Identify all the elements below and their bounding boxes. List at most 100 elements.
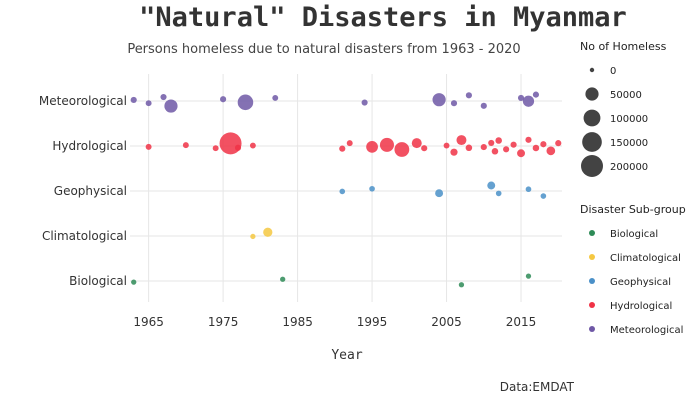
point-hydrological-10 (394, 142, 410, 157)
y-tick-label-climatological: Climatological (42, 229, 127, 243)
point-meteorological-4 (220, 96, 227, 103)
point-meteorological-2 (160, 93, 167, 101)
size-legend-label-1: 50000 (610, 90, 642, 101)
point-hydrological-17 (480, 144, 487, 151)
caption: Data:EMDAT (500, 380, 575, 394)
point-hydrological-5 (249, 142, 256, 149)
color-legend-label-biological: Biological (610, 229, 658, 240)
point-meteorological-10 (465, 92, 472, 99)
point-biological-3 (525, 273, 532, 279)
x-tick-label-1985: 1985 (282, 315, 313, 329)
point-meteorological-11 (480, 102, 487, 109)
point-hydrological-26 (540, 141, 547, 148)
point-hydrological-19 (491, 148, 499, 155)
point-hydrological-22 (510, 141, 517, 148)
point-meteorological-9 (450, 100, 458, 107)
y-tick-label-geophysical: Geophysical (54, 184, 127, 198)
point-hydrological-23 (517, 149, 525, 158)
x-tick-label-1975: 1975 (208, 315, 239, 329)
point-meteorological-7 (361, 99, 368, 106)
point-climatological-1 (263, 227, 273, 237)
size-legend: No of Homeless 0 50000 100000 150000 200000 (580, 40, 667, 177)
color-legend-key-meteorological (589, 326, 595, 332)
point-biological-0 (131, 279, 137, 285)
point-hydrological-27 (546, 146, 556, 156)
point-biological-2 (458, 282, 465, 288)
color-legend-key-hydrological (589, 302, 595, 308)
color-legend: Disaster Sub-group Biological Climatologi… (580, 203, 686, 336)
size-legend-label-3: 150000 (610, 138, 648, 149)
x-axis-title: Year (331, 348, 362, 363)
size-legend-label-4: 200000 (610, 162, 648, 173)
y-tick-label-biological: Biological (69, 274, 127, 288)
size-legend-key-1 (585, 87, 599, 101)
point-hydrological-24 (525, 136, 532, 143)
point-hydrological-7 (346, 140, 353, 147)
point-geophysical-4 (495, 190, 502, 197)
point-geophysical-2 (435, 189, 444, 198)
point-climatological-0 (250, 233, 256, 240)
point-hydrological-13 (443, 142, 450, 149)
point-hydrological-28 (555, 140, 562, 147)
point-hydrological-0 (145, 143, 152, 150)
point-meteorological-14 (532, 91, 540, 98)
point-hydrological-25 (532, 144, 540, 152)
data-points (130, 91, 562, 288)
point-hydrological-1 (182, 142, 189, 149)
x-tick-label-2005: 2005 (431, 315, 462, 329)
point-hydrological-11 (411, 138, 422, 149)
size-legend-key-4 (581, 155, 603, 177)
point-geophysical-3 (487, 181, 496, 190)
x-tick-label-1965: 1965 (133, 315, 164, 329)
chart-subtitle: Persons homeless due to natural disaster… (127, 42, 520, 57)
axis-ticks: Biological Climatological Geophysical Hydro… (39, 94, 536, 329)
point-geophysical-6 (540, 193, 547, 199)
point-hydrological-12 (421, 145, 428, 152)
size-legend-key-0 (589, 67, 595, 73)
point-meteorological-12 (517, 94, 525, 101)
color-legend-title: Disaster Sub-group (580, 203, 686, 216)
point-hydrological-2 (212, 145, 219, 152)
point-hydrological-9 (379, 137, 394, 152)
point-meteorological-8 (432, 93, 446, 107)
y-tick-label-hydrological: Hydrological (52, 139, 127, 153)
point-hydrological-6 (339, 145, 346, 152)
point-hydrological-20 (495, 137, 502, 144)
color-legend-key-climatological (589, 254, 595, 260)
point-biological-1 (280, 276, 286, 282)
point-hydrological-3 (219, 132, 242, 155)
point-meteorological-3 (164, 99, 178, 113)
size-legend-title: No of Homeless (580, 40, 667, 53)
point-meteorological-13 (522, 95, 535, 107)
chart-title: "Natural" Disasters in Myanmar (139, 2, 627, 33)
color-legend-label-geophysical: Geophysical (610, 277, 671, 288)
point-geophysical-0 (339, 188, 346, 195)
point-hydrological-21 (503, 146, 510, 153)
x-tick-label-1995: 1995 (357, 315, 388, 329)
size-legend-key-3 (582, 132, 602, 152)
point-meteorological-5 (237, 94, 254, 111)
point-geophysical-1 (369, 185, 375, 192)
x-tick-label-2015: 2015 (506, 315, 537, 329)
point-meteorological-1 (145, 100, 152, 107)
point-hydrological-16 (465, 144, 473, 152)
point-hydrological-15 (456, 135, 467, 146)
grid (130, 74, 562, 302)
color-legend-key-geophysical (589, 278, 595, 284)
color-legend-label-hydrological: Hydrological (610, 301, 672, 312)
point-meteorological-6 (272, 94, 279, 101)
color-legend-label-meteorological: Meteorological (610, 325, 683, 336)
point-hydrological-14 (450, 148, 458, 156)
size-legend-label-0: 0 (610, 66, 616, 77)
point-hydrological-4 (234, 144, 242, 151)
point-hydrological-8 (366, 140, 378, 153)
y-tick-label-meteorological: Meteorological (39, 94, 127, 108)
point-meteorological-0 (130, 96, 137, 103)
point-geophysical-5 (525, 186, 532, 193)
size-legend-key-2 (583, 109, 601, 127)
color-legend-key-biological (589, 230, 595, 236)
point-hydrological-18 (488, 139, 495, 146)
size-legend-label-2: 100000 (610, 114, 648, 125)
color-legend-label-climatological: Climatological (610, 253, 681, 264)
